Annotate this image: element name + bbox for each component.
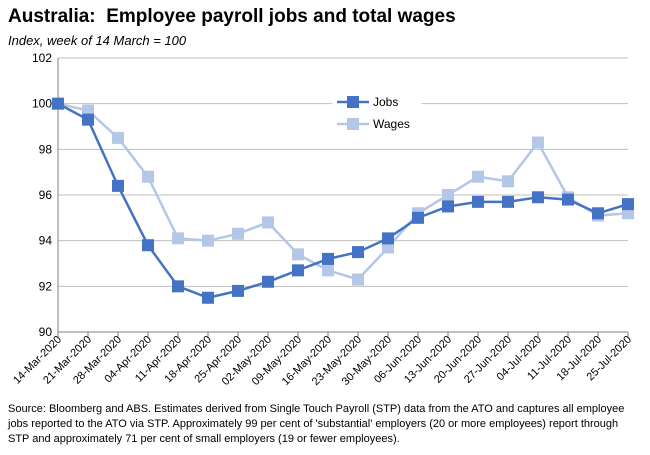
jobs-point bbox=[202, 291, 214, 304]
wages-point bbox=[232, 227, 244, 240]
jobs-point bbox=[592, 207, 604, 220]
wages-point bbox=[622, 207, 634, 220]
wages-point bbox=[112, 131, 124, 144]
jobs-point bbox=[412, 211, 424, 224]
y-tick-label: 102 bbox=[32, 51, 52, 65]
jobs-point bbox=[82, 113, 94, 126]
y-tick-label: 98 bbox=[39, 142, 53, 156]
chart-subtitle: Index, week of 14 March = 100 bbox=[8, 33, 187, 48]
jobs-point bbox=[382, 232, 394, 245]
jobs-point bbox=[232, 284, 244, 297]
y-tick-label: 100 bbox=[32, 97, 52, 111]
legend-marker bbox=[347, 96, 359, 108]
line-chart: 90 92 94 96 98 100 102 14-Mar-202021-Mar-20202… bbox=[11, 51, 634, 388]
wages-point bbox=[352, 273, 364, 286]
legend-marker bbox=[347, 118, 359, 130]
series-lines bbox=[52, 97, 634, 304]
wages-point bbox=[292, 248, 304, 261]
y-tick-label: 94 bbox=[39, 234, 53, 248]
jobs-point bbox=[502, 195, 514, 208]
legend: Jobs Wages bbox=[332, 89, 422, 139]
legend-label: Wages bbox=[373, 117, 410, 131]
jobs-point bbox=[562, 193, 574, 206]
wages-point bbox=[202, 234, 214, 247]
wages-point bbox=[472, 170, 484, 183]
wages-point bbox=[262, 216, 274, 229]
y-axis: 90 92 94 96 98 100 102 bbox=[32, 51, 59, 339]
wages-point bbox=[382, 241, 394, 254]
wages-line bbox=[57, 102, 629, 281]
wages-point bbox=[322, 264, 334, 277]
y-tick-label: 90 bbox=[39, 325, 53, 339]
wages-point bbox=[502, 175, 514, 188]
legend-label: Jobs bbox=[373, 95, 398, 109]
y-tick-label: 92 bbox=[39, 279, 53, 293]
jobs-point bbox=[292, 264, 304, 277]
wages-point bbox=[442, 189, 454, 201]
jobs-point bbox=[112, 179, 124, 192]
wages-point bbox=[82, 104, 94, 117]
jobs-point bbox=[472, 195, 484, 208]
series-jobs bbox=[52, 97, 634, 304]
jobs-point bbox=[142, 239, 154, 252]
wages-point bbox=[142, 170, 154, 183]
jobs-point bbox=[262, 275, 274, 288]
jobs-point bbox=[532, 191, 544, 204]
source-note: Source: Bloomberg and ABS. Estimates der… bbox=[8, 403, 625, 445]
x-axis: 14-Mar-202021-Mar-202028-Mar-202004-Apr-… bbox=[11, 331, 634, 388]
jobs-point bbox=[322, 252, 334, 265]
jobs-point bbox=[172, 280, 184, 293]
chart-title: Australia: Employee payroll jobs and tot… bbox=[8, 6, 456, 27]
jobs-point bbox=[622, 198, 634, 211]
jobs-point bbox=[52, 97, 64, 110]
jobs-point bbox=[442, 200, 454, 213]
wages-point bbox=[172, 232, 184, 245]
jobs-point bbox=[352, 246, 364, 259]
wages-point bbox=[532, 136, 544, 149]
y-tick-label: 96 bbox=[39, 188, 53, 202]
